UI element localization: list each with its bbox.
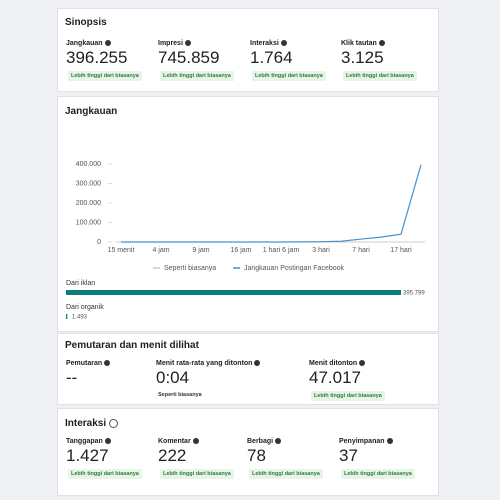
metric-label: Tanggapan bbox=[66, 438, 111, 445]
metric-label: Komentar bbox=[158, 438, 199, 445]
info-icon[interactable] bbox=[104, 40, 111, 47]
metric-label: Jangkauan bbox=[66, 40, 111, 47]
metric-label: Interaksi bbox=[250, 40, 287, 47]
card-title: Interaksi bbox=[65, 418, 118, 429]
value-label: 395.799 bbox=[403, 291, 425, 297]
bar bbox=[66, 314, 68, 319]
x-tick-label: 7 hari bbox=[352, 247, 370, 254]
chart: 0 100.000 200.000 300.000 400.000 15 menit 4 j… bbox=[66, 161, 425, 321]
info-icon[interactable] bbox=[108, 418, 118, 428]
x-tick-label: 9 jam bbox=[192, 247, 209, 254]
card-title: Pemutaran dan menit dilihat bbox=[65, 340, 199, 351]
metric-label: Penyimpanan bbox=[339, 438, 393, 445]
badge: Lebih tinggi dari biasanya bbox=[252, 71, 326, 81]
info-icon[interactable] bbox=[386, 438, 393, 445]
info-icon[interactable] bbox=[192, 438, 199, 445]
legend-label: Seperti biasanya bbox=[164, 265, 216, 272]
badge: Lebih tinggi dari biasanya bbox=[68, 71, 142, 81]
y-tick-label: 200.000 bbox=[76, 200, 101, 207]
title-text: Interaksi bbox=[65, 418, 107, 429]
metric-value: 1.764 bbox=[250, 48, 293, 67]
info-icon[interactable] bbox=[275, 438, 282, 445]
info-icon[interactable] bbox=[254, 360, 261, 367]
metric-value: 1.427 bbox=[66, 446, 109, 465]
info-icon[interactable] bbox=[104, 360, 111, 367]
synopsis-card: Sinopsis Jangkauan 396.255 Lebih tinggi da… bbox=[57, 8, 439, 92]
reach-card: Jangkauan 0 100.000 200.000 300.000 400.000 1… bbox=[57, 96, 439, 332]
legend-label: Jangkauan Postingan Facebook bbox=[244, 265, 345, 272]
x-tick-label: 17 hari bbox=[390, 247, 412, 254]
note: Seperti biasanya bbox=[158, 392, 202, 398]
metric-value: 396.255 bbox=[66, 48, 128, 67]
metric-label: Impresi bbox=[158, 40, 191, 47]
x-tick-label: 15 menit bbox=[108, 247, 135, 254]
badge: Lebih tinggi dari biasanya bbox=[341, 469, 415, 479]
info-icon[interactable] bbox=[184, 40, 191, 47]
metric-value: 3.125 bbox=[341, 48, 384, 67]
badge: Lebih tinggi dari biasanya bbox=[249, 469, 323, 479]
info-icon[interactable] bbox=[104, 438, 111, 445]
metric-label: Pemutaran bbox=[66, 360, 111, 367]
info-icon[interactable] bbox=[280, 40, 287, 47]
metric-label: Klik tautan bbox=[341, 40, 385, 47]
y-tick-label: 100.000 bbox=[76, 219, 101, 226]
bar-label: Dari iklan bbox=[66, 280, 95, 287]
badge: Lebih tinggi dari biasanya bbox=[68, 469, 142, 479]
y-tick-label: 400.000 bbox=[76, 161, 101, 168]
metric-value: 0:04 bbox=[156, 368, 190, 387]
bar bbox=[66, 290, 401, 295]
metric-value: 47.017 bbox=[309, 368, 361, 387]
metric-value: -- bbox=[66, 368, 78, 387]
badge: Lebih tinggi dari biasanya bbox=[343, 71, 417, 81]
badge: Lebih tinggi dari biasanya bbox=[160, 71, 234, 81]
metric-label: Menit ditonton bbox=[309, 360, 366, 367]
metric-value: 37 bbox=[339, 446, 358, 465]
series-line bbox=[121, 164, 422, 243]
metric-value: 222 bbox=[158, 446, 187, 465]
badge: Lebih tinggi dari biasanya bbox=[311, 391, 385, 401]
metric-label: Menit rata-rata yang ditonton bbox=[156, 360, 261, 367]
value-label: 1.493 bbox=[72, 315, 88, 321]
bar-label: Dari organik bbox=[66, 304, 104, 311]
y-tick-label: 300.000 bbox=[76, 180, 101, 187]
x-tick-label: 4 jam bbox=[152, 247, 169, 254]
metric-label: Berbagi bbox=[247, 438, 282, 445]
playback-card: Pemutaran dan menit dilihat Pemutaran -- M… bbox=[57, 333, 439, 405]
info-icon[interactable] bbox=[359, 360, 366, 367]
y-tick-label: 0 bbox=[97, 239, 101, 246]
card-title: Sinopsis bbox=[65, 17, 107, 28]
metric-value: 78 bbox=[247, 446, 266, 465]
metric-value: 745.859 bbox=[158, 48, 220, 67]
badge: Lebih tinggi dari biasanya bbox=[160, 469, 234, 479]
x-tick-label: 1 hari 6 jam bbox=[263, 247, 300, 254]
x-tick-label: 16 jam bbox=[230, 247, 251, 254]
info-icon[interactable] bbox=[378, 40, 385, 47]
x-tick-label: 3 hari bbox=[312, 247, 330, 254]
card-title: Jangkauan bbox=[65, 106, 118, 117]
interactions-card: Interaksi Tanggapan 1.427 Lebih tinggi dar… bbox=[57, 408, 439, 496]
